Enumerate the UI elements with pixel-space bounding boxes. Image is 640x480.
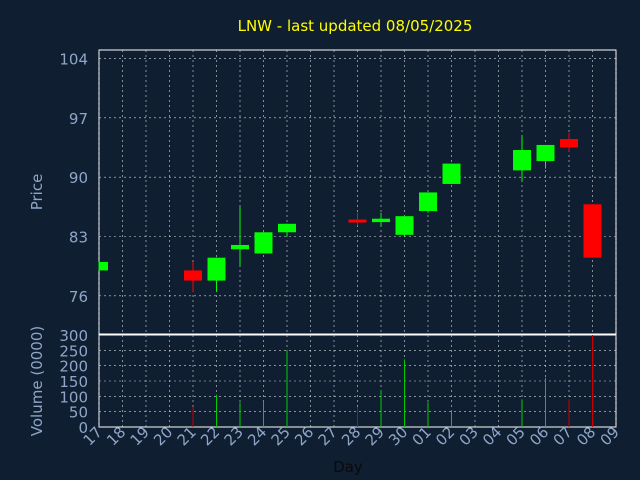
candle-body [184,270,202,281]
volume-tick-label: 0 [78,419,88,437]
price-tick-label: 97 [69,110,88,128]
volume-bars [192,335,593,427]
price-axis-label: Price [28,174,46,211]
candle-body [560,139,578,148]
price-axis-ticks: 104 97 90 83 76 [59,50,88,305]
grid-lines [98,50,617,427]
volume-tick-label: 250 [59,342,88,360]
price-tick-label: 83 [69,229,88,247]
price-tick-label: 76 [69,288,88,306]
candle-body [207,257,226,281]
candle-body [419,192,437,212]
candle-body [278,223,296,233]
volume-tick-label: 150 [59,373,88,391]
candle-body [536,144,555,162]
volume-tick-label: 50 [69,404,88,422]
chart-title: LNW - last updated 08/05/2025 [238,17,473,35]
price-tick-label: 104 [59,50,88,68]
candle-body [513,150,531,171]
volume-tick-label: 100 [59,388,88,406]
candle-body [254,232,273,254]
price-tick-label: 90 [69,169,88,187]
volume-tick-label: 300 [59,327,88,345]
candles [98,133,602,292]
volume-tick-label: 200 [59,358,88,376]
candle-body [99,261,108,271]
candle-body [395,216,414,235]
candle-body [372,218,390,223]
x-axis-label: Day [333,458,363,476]
candle-body [442,163,461,184]
day-axis-ticks: 1718192021222324252627282930010203040506… [80,423,623,449]
candle-body [583,204,602,258]
candle-body [231,244,249,250]
candle-body [348,219,367,223]
volume-axis-label: Volume (0000) [28,326,46,436]
